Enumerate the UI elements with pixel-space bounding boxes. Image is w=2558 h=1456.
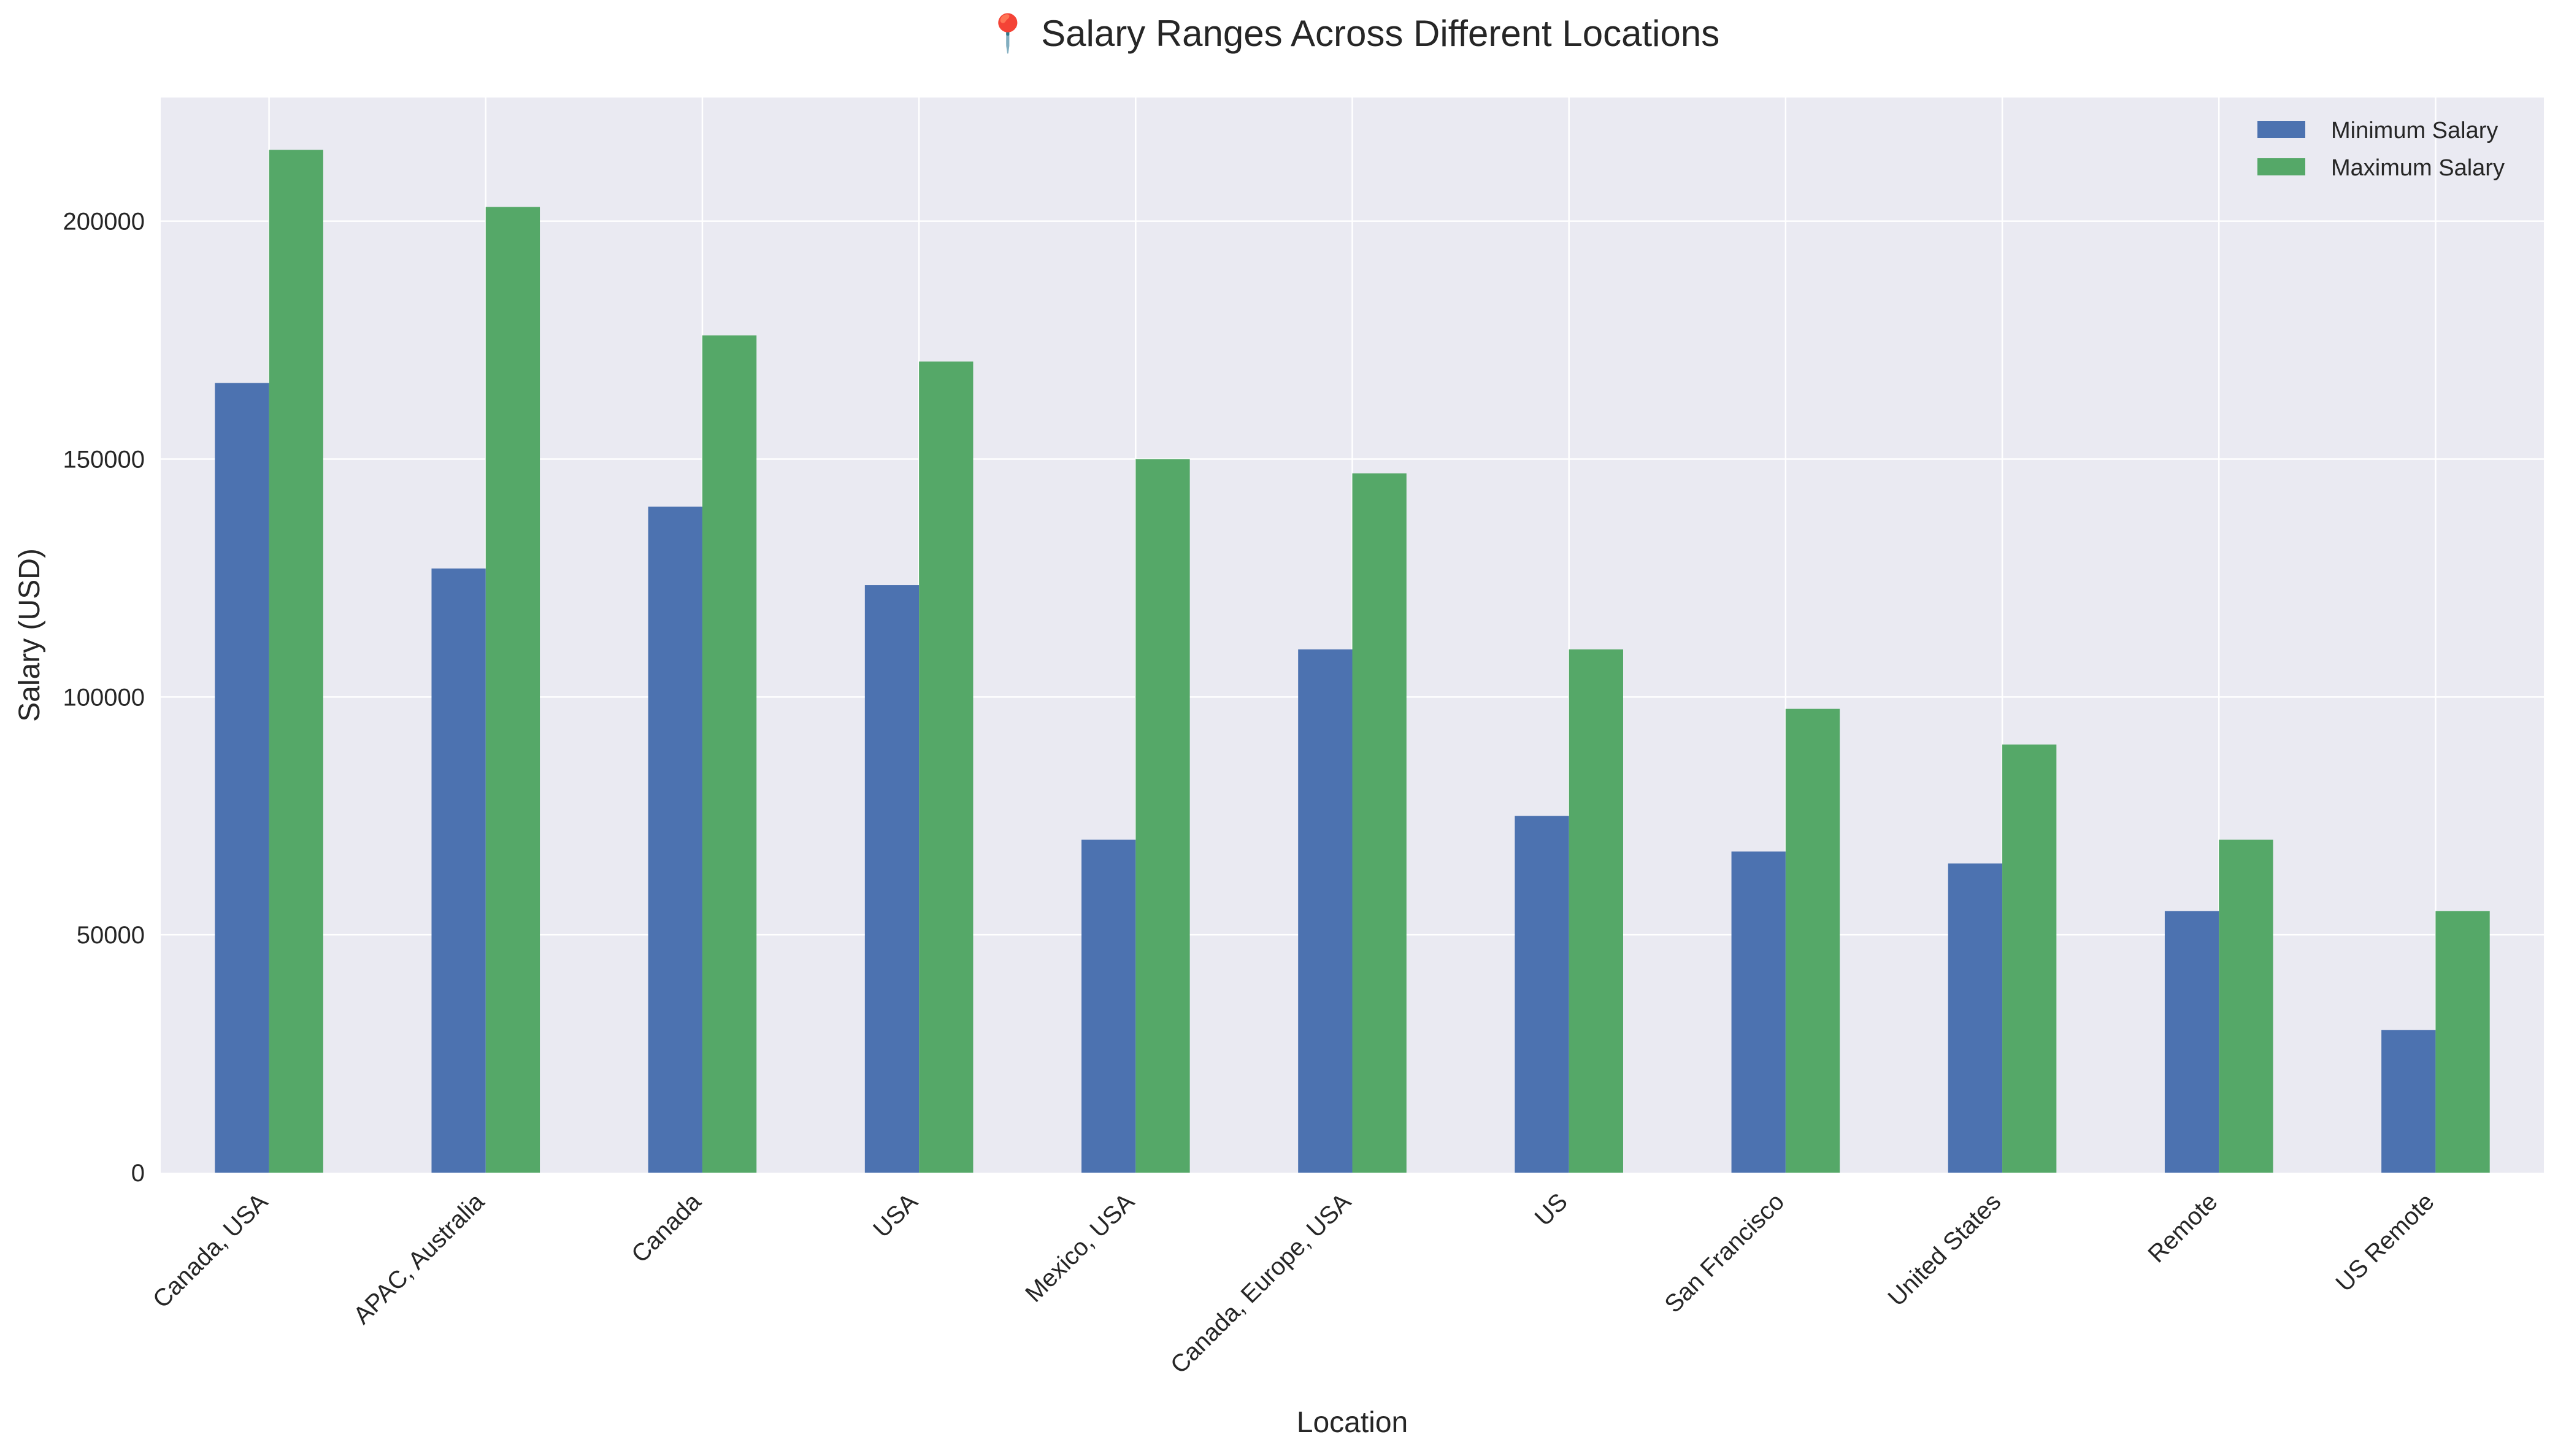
x-axis-label: Location: [1297, 1406, 1408, 1439]
chart-title: 📍 Salary Ranges Across Different Locatio…: [985, 12, 1720, 55]
bar-minimum-salary: [2164, 911, 2219, 1173]
legend: Minimum Salary Maximum Salary: [2257, 118, 2505, 181]
legend-swatch: [2257, 121, 2305, 138]
y-tick-label: 0: [131, 1160, 145, 1187]
bar-maximum-salary: [485, 207, 540, 1173]
bar-minimum-salary: [864, 585, 920, 1173]
y-tick-label: 100000: [63, 684, 145, 711]
x-tick-label: United States: [1883, 1188, 2006, 1311]
bar-maximum-salary: [2219, 840, 2273, 1173]
y-tick-label: 200000: [63, 209, 145, 236]
bar-minimum-salary: [1081, 840, 1136, 1173]
x-tick-label: APAC, Australia: [348, 1188, 490, 1330]
legend-swatch: [2257, 158, 2305, 175]
y-tick-label: 150000: [63, 446, 145, 473]
bars: [215, 150, 2490, 1173]
x-tick-label: Canada: [626, 1188, 707, 1268]
bar-minimum-salary: [1948, 863, 2003, 1173]
bar-maximum-salary: [1785, 708, 1840, 1173]
y-tick-label: 50000: [77, 922, 145, 949]
legend-label: Minimum Salary: [2331, 118, 2498, 144]
legend-label: Maximum Salary: [2331, 155, 2505, 181]
x-axis-ticks: Canada, USA APAC, Australia Canada USA Mexic…: [148, 1188, 2440, 1379]
bar-maximum-salary: [702, 335, 757, 1173]
bar-minimum-salary: [648, 507, 702, 1173]
bar-maximum-salary: [1569, 649, 1623, 1173]
y-axis-ticks: 0 50000 100000 150000 200000: [63, 209, 145, 1187]
x-tick-label: Canada, Europe, USA: [1166, 1188, 1356, 1379]
bar-maximum-salary: [1135, 459, 1190, 1173]
x-tick-label: Remote: [2143, 1188, 2222, 1268]
x-tick-label: San Francisco: [1659, 1188, 1789, 1318]
bar-minimum-salary: [2381, 1030, 2436, 1173]
bar-maximum-salary: [2435, 911, 2490, 1173]
bar-minimum-salary: [431, 568, 486, 1173]
bar-minimum-salary: [1515, 816, 1569, 1173]
bar-maximum-salary: [2002, 744, 2057, 1173]
bar-maximum-salary: [269, 150, 323, 1173]
bar-maximum-salary: [1352, 473, 1407, 1173]
bar-minimum-salary: [215, 383, 269, 1173]
bar-maximum-salary: [919, 361, 974, 1173]
x-tick-label: Mexico, USA: [1020, 1188, 1140, 1308]
y-axis-label: Salary (USD): [13, 548, 46, 722]
x-tick-label: US Remote: [2330, 1188, 2439, 1297]
x-tick-label: US: [1530, 1188, 1573, 1231]
bar-minimum-salary: [1731, 851, 1786, 1173]
bar-minimum-salary: [1298, 649, 1353, 1173]
x-tick-label: Canada, USA: [148, 1188, 273, 1313]
x-tick-label: USA: [868, 1188, 923, 1243]
